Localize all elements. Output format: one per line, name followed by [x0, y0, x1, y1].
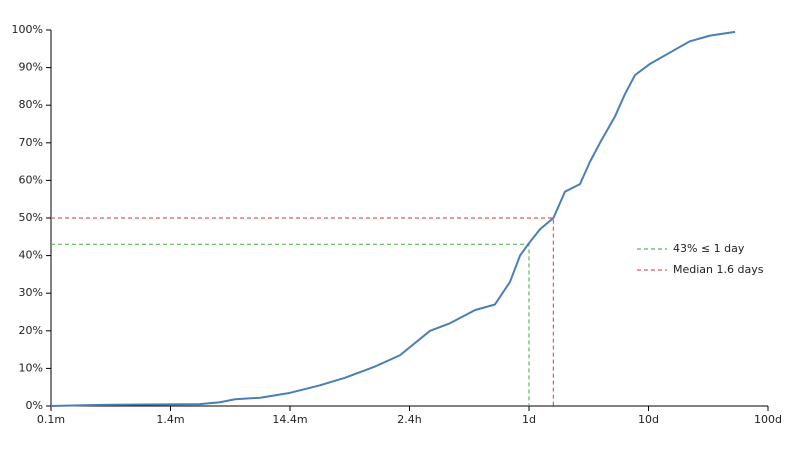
x-tick-label: 100d [754, 413, 782, 426]
y-tick-label: 20% [19, 324, 43, 337]
y-tick-label: 40% [19, 249, 43, 262]
x-tick-label: 1d [522, 413, 536, 426]
x-tick-label: 14.4m [272, 413, 307, 426]
y-tick-label: 60% [19, 173, 43, 186]
y-tick-label: 100% [12, 23, 43, 36]
y-tick-label: 80% [19, 98, 43, 111]
y-tick-label: 10% [19, 361, 43, 374]
y-tick-label: 50% [19, 211, 43, 224]
reference-line [51, 243, 530, 406]
y-tick-label: 0% [26, 399, 43, 412]
x-tick-label: 10d [638, 413, 659, 426]
legend-label: 43% ≤ 1 day [673, 242, 745, 255]
x-tick-label: 0.1m [37, 413, 65, 426]
legend-label: Median 1.6 days [673, 263, 764, 276]
cdf-line [50, 30, 736, 407]
y-tick-label: 70% [19, 136, 43, 149]
reference-line [51, 217, 554, 406]
x-tick-label: 1.4m [156, 413, 184, 426]
y-tick-label: 90% [19, 61, 43, 74]
y-tick-label: 30% [19, 286, 43, 299]
x-tick-label: 2.4h [397, 413, 421, 426]
